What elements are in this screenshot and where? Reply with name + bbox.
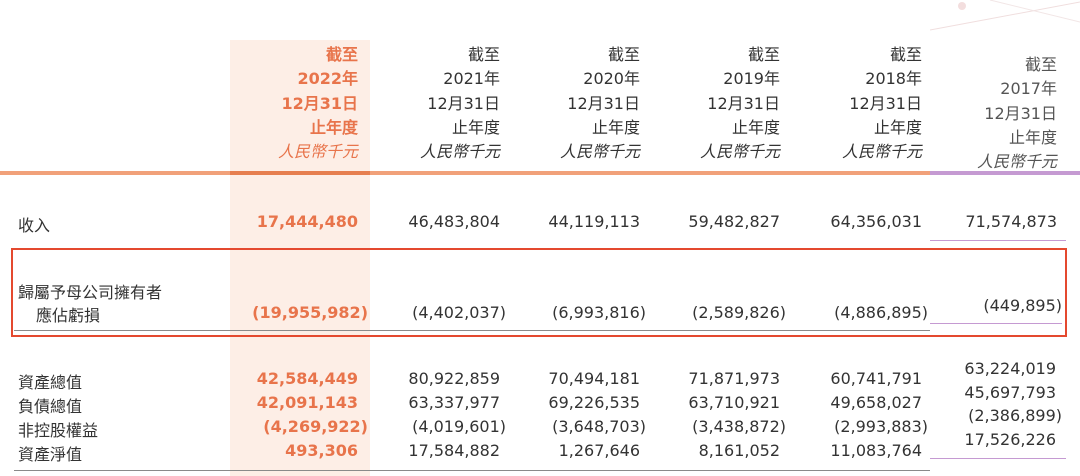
total-liabilities-2021: 63,337,977 — [408, 393, 500, 412]
column-header-2020: 截至 2020年 12月31日 止年度 人民幣千元 — [559, 45, 640, 162]
total-assets-2018: 60,741,791 — [830, 369, 922, 388]
net-assets-2022: 493,306 — [285, 441, 358, 460]
total-liabilities-2018: 49,658,027 — [830, 393, 922, 412]
revenue-2017: 71,574,873 — [965, 212, 1057, 231]
row-separator — [14, 330, 930, 331]
row-label-loss-line2: 應佔虧損 — [36, 306, 101, 325]
column-header-2019: 截至 2019年 12月31日 止年度 人民幣千元 — [699, 45, 780, 162]
net-assets-2018: 11,083,764 — [830, 441, 922, 460]
row-label-loss-line1: 歸屬予母公司擁有者 — [18, 283, 163, 302]
revenue-2020: 44,119,113 — [548, 212, 640, 231]
non-controlling-2022: (4,269,922) — [263, 417, 368, 436]
loss-2019: (2,589,826) — [692, 303, 786, 322]
revenue-2022: 17,444,480 — [256, 212, 358, 231]
total-assets-2017: 63,224,019 — [964, 359, 1056, 378]
revenue-2019: 59,482,827 — [688, 212, 780, 231]
total-liabilities-2020: 69,226,535 — [548, 393, 640, 412]
loss-2020: (6,993,816) — [552, 303, 646, 322]
non-controlling-2020: (3,648,703) — [552, 417, 646, 436]
total-liabilities-2022: 42,091,143 — [256, 393, 358, 412]
total-assets-2020: 70,494,181 — [548, 369, 640, 388]
header-rule-highlight — [230, 171, 370, 175]
net-assets-2020: 1,267,646 — [558, 441, 640, 460]
row-label-non-controlling: 非控股權益 — [18, 421, 99, 440]
non-controlling-2019: (3,438,872) — [692, 417, 786, 436]
loss-2018: (4,886,895) — [834, 303, 928, 322]
highlight-callout-box — [11, 248, 1067, 337]
non-controlling-2017: (2,386,899) — [968, 406, 1062, 425]
row-separator-2017 — [930, 240, 1066, 241]
net-assets-2021: 17,584,882 — [408, 441, 500, 460]
net-assets-2017: 17,526,226 — [964, 430, 1056, 449]
non-controlling-2021: (4,019,601) — [412, 417, 506, 436]
row-label-total-liabilities: 負債總值 — [18, 397, 83, 416]
table-bottom-rule-2017 — [930, 458, 1066, 459]
highlight-column-2022 — [230, 40, 370, 476]
total-assets-2019: 71,871,973 — [688, 369, 780, 388]
total-liabilities-2019: 63,710,921 — [688, 393, 780, 412]
header-rule-2017 — [930, 171, 1080, 175]
column-header-2022: 截至 2022年 12月31日 止年度 人民幣千元 — [277, 45, 358, 162]
non-controlling-2018: (2,993,883) — [834, 417, 928, 436]
row-label-total-assets: 資產總值 — [18, 373, 83, 392]
column-header-2017: 截至 2017年 12月31日 止年度 人民幣千元 — [976, 55, 1057, 172]
table-bottom-rule — [14, 470, 930, 471]
row-label-net-assets: 資產淨值 — [18, 445, 83, 464]
total-liabilities-2017: 45,697,793 — [964, 383, 1056, 402]
revenue-2021: 46,483,804 — [408, 212, 500, 231]
header-rule — [0, 171, 930, 175]
total-assets-2021: 80,922,859 — [408, 369, 500, 388]
loss-2022: (19,955,982) — [252, 303, 368, 322]
row-separator-2017 — [930, 323, 1062, 324]
loss-2021: (4,402,037) — [412, 303, 506, 322]
row-label-revenue: 收入 — [18, 216, 51, 235]
revenue-2018: 64,356,031 — [830, 212, 922, 231]
column-header-2021: 截至 2021年 12月31日 止年度 人民幣千元 — [419, 45, 500, 162]
total-assets-2022: 42,584,449 — [256, 369, 358, 388]
column-header-2018: 截至 2018年 12月31日 止年度 人民幣千元 — [841, 45, 922, 162]
decorative-lines — [930, 0, 1080, 31]
net-assets-2019: 8,161,052 — [698, 441, 780, 460]
loss-2017: (449,895) — [983, 296, 1062, 315]
